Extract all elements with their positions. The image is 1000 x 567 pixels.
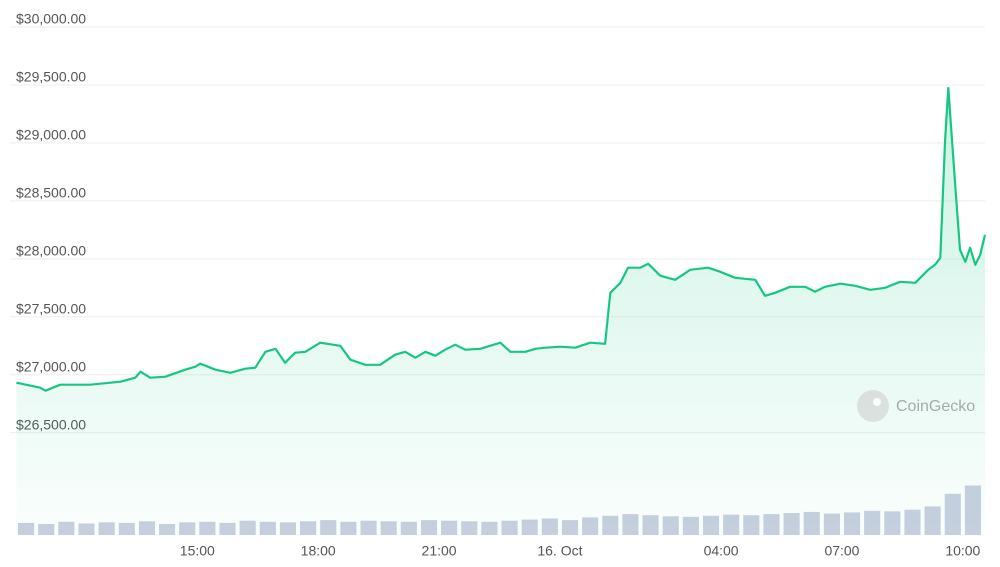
x-tick-label: 16. Oct bbox=[537, 543, 582, 559]
x-tick-label: 18:00 bbox=[301, 543, 336, 559]
y-tick-label: $28,500.00 bbox=[16, 185, 86, 201]
x-tick-label: 15:00 bbox=[180, 543, 215, 559]
y-tick-label: $27,500.00 bbox=[16, 300, 86, 316]
y-tick-label: $29,000.00 bbox=[16, 127, 86, 143]
watermark-text: CoinGecko bbox=[896, 398, 975, 415]
x-tick-label: 07:00 bbox=[824, 543, 859, 559]
watermark-logo-eye bbox=[873, 398, 881, 406]
x-tick-label: 04:00 bbox=[704, 543, 739, 559]
y-tick-label: $29,500.00 bbox=[16, 69, 86, 85]
y-tick-label: $28,000.00 bbox=[16, 243, 86, 259]
y-tick-label: $27,000.00 bbox=[16, 358, 86, 374]
x-tick-label: 10:00 bbox=[945, 543, 980, 559]
x-tick-label: 21:00 bbox=[422, 543, 457, 559]
watermark-logo bbox=[857, 390, 889, 422]
price-line bbox=[16, 86, 987, 392]
y-tick-label: $30,000.00 bbox=[16, 11, 86, 27]
price-area bbox=[16, 88, 985, 535]
watermark: CoinGecko bbox=[857, 390, 975, 422]
